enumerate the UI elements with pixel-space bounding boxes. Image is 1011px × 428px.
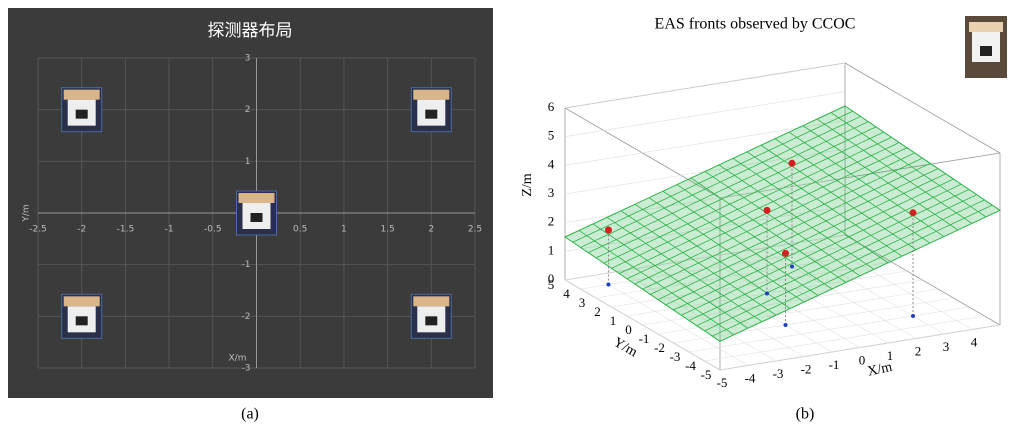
x-axis-label: X/m bbox=[866, 360, 894, 380]
y-tick-label: 3 bbox=[245, 54, 251, 64]
y-tick-label: -5 bbox=[701, 367, 712, 382]
y-tick-label: 0 bbox=[625, 322, 632, 337]
x-tick-label: -1 bbox=[165, 225, 174, 235]
y-tick-label: -3 bbox=[242, 364, 251, 374]
x-tick-label: 2 bbox=[428, 225, 434, 235]
x-tick-label: 1 bbox=[341, 225, 347, 235]
x-tick-label: 2.5 bbox=[468, 225, 482, 235]
x-tick-label: 2 bbox=[915, 343, 922, 358]
icon-top bbox=[239, 193, 275, 203]
y-tick-label: -1 bbox=[639, 331, 650, 346]
x-tick-label: 4 bbox=[971, 334, 978, 349]
point bbox=[605, 227, 612, 234]
caption: (a) bbox=[241, 406, 259, 423]
x-tick-label: -2 bbox=[77, 225, 86, 235]
y-tick-label: 2 bbox=[245, 105, 251, 115]
point bbox=[790, 265, 794, 269]
icon-window bbox=[251, 213, 263, 222]
y-tick-label: -4 bbox=[685, 358, 696, 373]
y-tick-label: -1 bbox=[242, 260, 251, 270]
x-tick-label: 1.5 bbox=[380, 225, 394, 235]
chart-title: EAS fronts observed by CCOC bbox=[655, 16, 856, 33]
point bbox=[784, 323, 788, 327]
z-tick-label: 3 bbox=[548, 185, 555, 200]
point bbox=[910, 209, 917, 216]
point bbox=[607, 283, 611, 287]
y-tick-label: -2 bbox=[242, 312, 251, 322]
y-axis-label: Y/m bbox=[22, 204, 32, 222]
x-tick-label: -1 bbox=[829, 357, 840, 372]
y-tick-label: -2 bbox=[654, 340, 665, 355]
icon-window bbox=[76, 316, 88, 325]
y-tick-label: 5 bbox=[548, 277, 555, 292]
x-tick-label: 3 bbox=[943, 339, 950, 354]
z-tick-label: 4 bbox=[548, 156, 555, 171]
x-tick-label: -5 bbox=[717, 375, 728, 390]
icon-top bbox=[413, 296, 449, 306]
x-tick-label: -2.5 bbox=[29, 225, 47, 235]
point bbox=[782, 250, 789, 257]
z-tick-label: 6 bbox=[548, 99, 555, 114]
icon-top bbox=[64, 296, 100, 306]
x-axis-label: X/m bbox=[229, 354, 247, 364]
y-tick-label: 1 bbox=[610, 313, 617, 328]
caption: (b) bbox=[796, 406, 815, 423]
z-axis-label: Z/m bbox=[520, 173, 535, 196]
x-tick-label: -0.5 bbox=[204, 225, 222, 235]
z-tick-label: 2 bbox=[548, 214, 555, 229]
y-tick-label: 2 bbox=[594, 304, 601, 319]
x-tick-label: -4 bbox=[745, 370, 756, 385]
icon-top bbox=[64, 90, 100, 100]
x-tick-label: 0.5 bbox=[293, 225, 307, 235]
y-tick-label: 3 bbox=[579, 295, 586, 310]
detector bbox=[62, 88, 102, 132]
x-tick-label: -2 bbox=[801, 361, 812, 376]
corner-icon bbox=[965, 16, 1007, 78]
y-tick-label: 4 bbox=[563, 286, 570, 301]
icon-window bbox=[425, 110, 437, 119]
z-tick-label: 5 bbox=[548, 128, 555, 143]
x-tick-label: 0 bbox=[859, 352, 866, 367]
grid-line bbox=[565, 63, 845, 108]
icon-window bbox=[425, 316, 437, 325]
detector bbox=[411, 294, 451, 338]
y-tick-label: -3 bbox=[670, 349, 681, 364]
detector bbox=[411, 88, 451, 132]
icon-window bbox=[76, 110, 88, 119]
x-tick-label: -1.5 bbox=[117, 225, 135, 235]
x-tick-label: -3 bbox=[773, 366, 784, 381]
figure: 探测器布局 (a) EAS fronts observed by CCOC (b… bbox=[0, 0, 1011, 428]
y-axis-label: Y/m bbox=[611, 335, 640, 360]
chart-title: 探测器布局 bbox=[208, 21, 293, 41]
detector bbox=[237, 191, 277, 235]
z-tick-label: 1 bbox=[548, 242, 555, 257]
point bbox=[765, 292, 769, 296]
point bbox=[911, 314, 915, 318]
point bbox=[764, 207, 771, 214]
point bbox=[789, 160, 796, 167]
icon-top bbox=[413, 90, 449, 100]
detector bbox=[62, 294, 102, 338]
y-tick-label: 1 bbox=[245, 157, 251, 167]
